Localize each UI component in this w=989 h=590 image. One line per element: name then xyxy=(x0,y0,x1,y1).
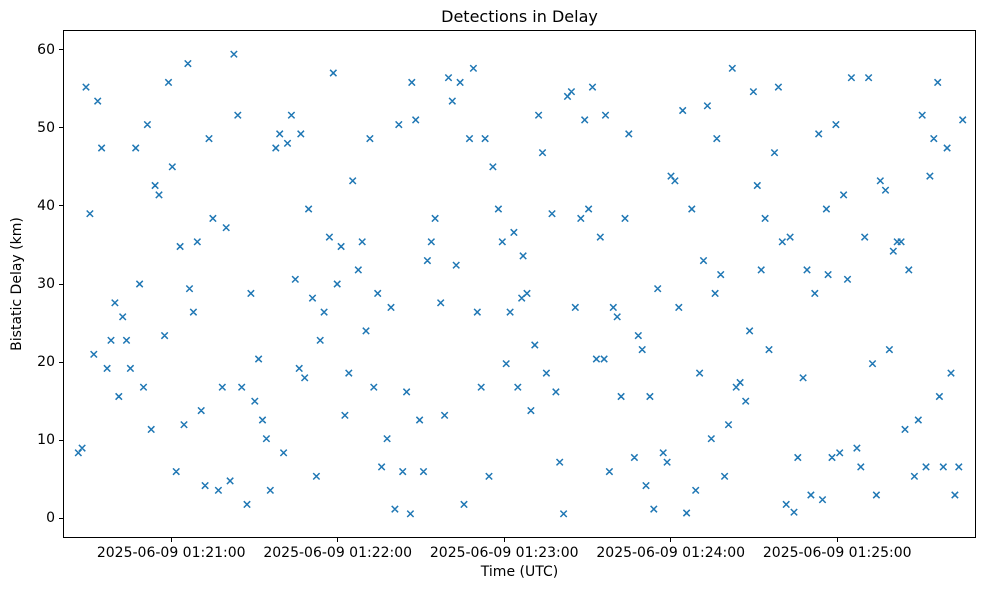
y-tickmark xyxy=(59,205,63,207)
x-axis-label: Time (UTC) xyxy=(480,564,559,580)
y-tickmark xyxy=(59,283,63,285)
x-tick-label: 2025-06-09 01:25:00 xyxy=(762,545,912,561)
y-tick-label: 50 xyxy=(37,119,55,136)
plot-area xyxy=(63,30,976,538)
chart-title: Detections in Delay xyxy=(441,7,598,26)
x-tick-label: 2025-06-09 01:24:00 xyxy=(596,545,746,561)
axes-spines xyxy=(63,30,976,538)
x-tick-label: 2025-06-09 01:21:00 xyxy=(96,545,246,561)
y-tickmark xyxy=(59,49,63,51)
x-tick-label: 2025-06-09 01:23:00 xyxy=(429,545,579,561)
y-tick-label: 0 xyxy=(46,510,55,527)
y-tick-label: 60 xyxy=(37,41,55,58)
y-tick-label: 10 xyxy=(37,432,55,449)
y-tick-label: 30 xyxy=(37,276,55,292)
y-tickmark xyxy=(59,361,63,363)
x-tickmark xyxy=(337,538,339,542)
x-tickmark xyxy=(503,538,505,542)
x-tickmark xyxy=(170,538,172,542)
x-tick-label: 2025-06-09 01:22:00 xyxy=(263,545,413,561)
y-tickmark xyxy=(59,517,63,519)
x-tickmark xyxy=(836,538,838,542)
y-tick-label: 20 xyxy=(37,354,55,371)
y-tick-label: 40 xyxy=(37,197,55,214)
y-tickmark xyxy=(59,439,63,441)
x-tickmark xyxy=(670,538,672,542)
detection-markers xyxy=(74,50,967,518)
y-tickmark xyxy=(59,127,63,129)
